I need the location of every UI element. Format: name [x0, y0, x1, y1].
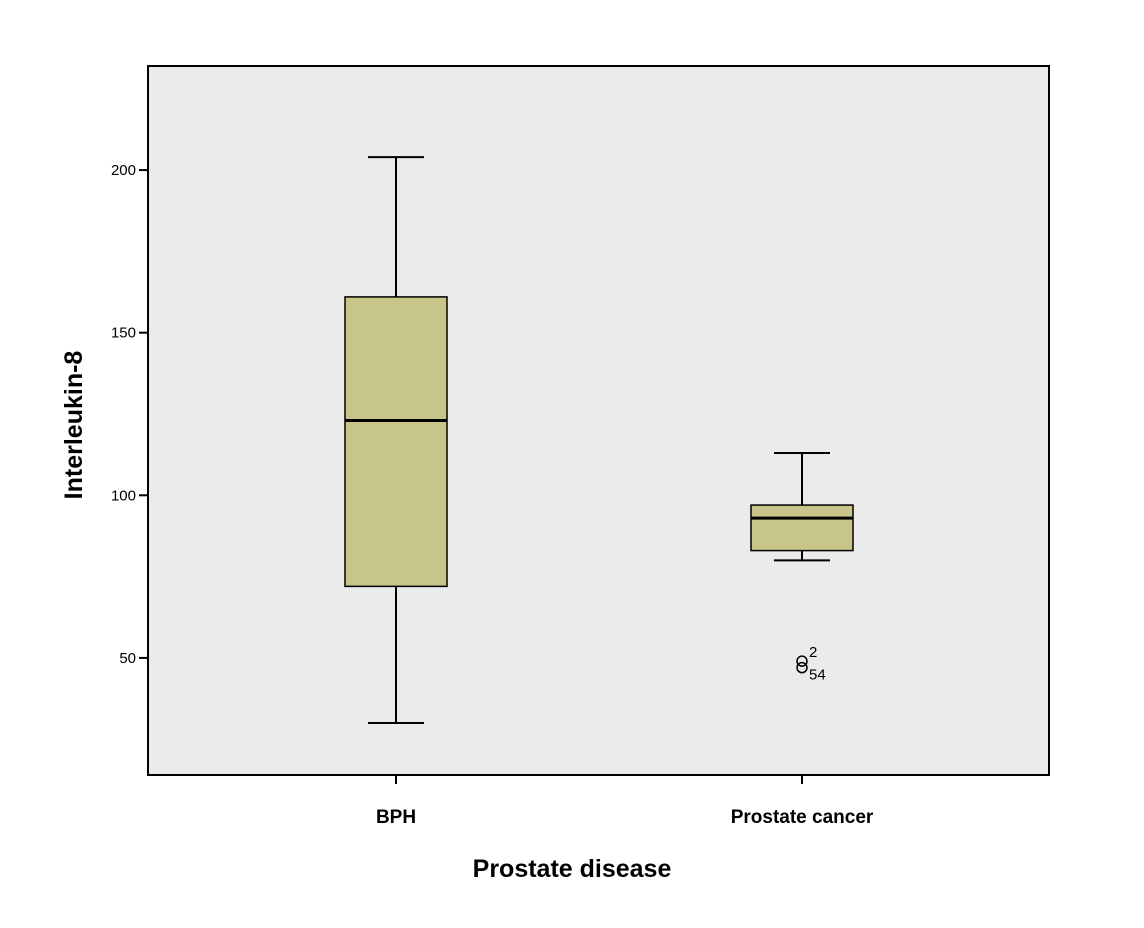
plot-area [147, 65, 1050, 776]
x-tick-label: BPH [376, 807, 416, 828]
outlier-point [796, 655, 808, 667]
y-tick-label: 200 [111, 162, 136, 179]
x-axis-title: Prostate disease [473, 855, 672, 883]
y-tick-label: 50 [119, 650, 136, 667]
outlier-label: 2 [809, 644, 817, 661]
y-tick-label: 100 [111, 487, 136, 504]
iqr-box [750, 504, 854, 552]
outlier-label: 54 [809, 667, 826, 684]
outlier-point [796, 661, 808, 674]
y-tick-label: 150 [111, 325, 136, 342]
y-axis-title: Interleukin-8 [60, 351, 88, 500]
x-tick-label: Prostate cancer [731, 807, 874, 828]
iqr-box [344, 296, 448, 588]
